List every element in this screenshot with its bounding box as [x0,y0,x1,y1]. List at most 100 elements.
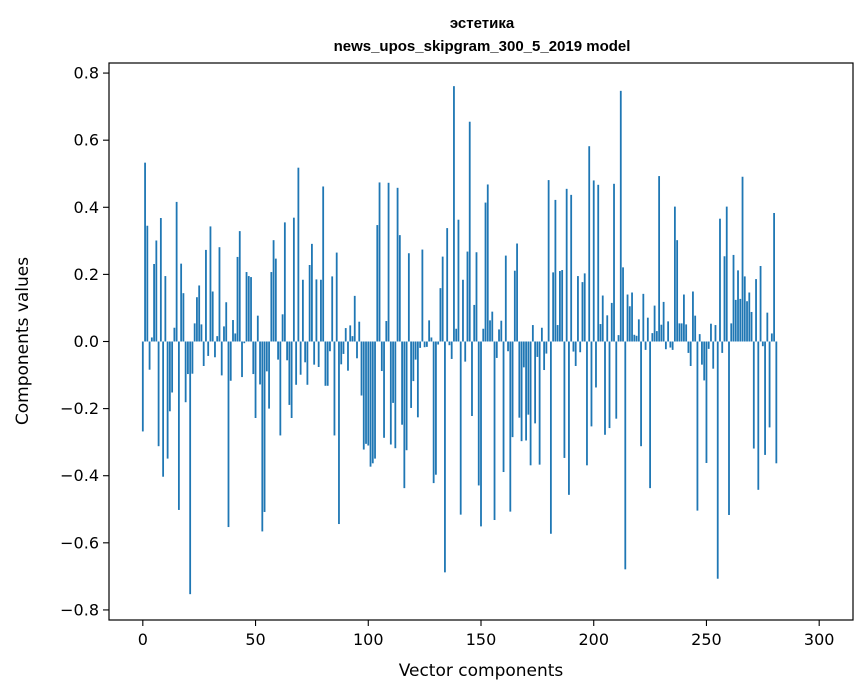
bar [428,320,431,342]
bar [676,240,679,342]
bar [193,323,196,342]
bar [588,146,591,342]
bar [162,341,165,477]
bar [329,341,331,352]
bar [743,276,746,342]
bar [529,341,532,466]
bar [236,256,239,342]
bar [552,272,555,342]
bar [229,341,232,381]
bar [556,325,559,342]
bar [534,341,537,424]
bar [187,341,189,375]
x-tick-label: 0 [138,630,148,649]
bars-group [141,86,778,595]
bar [635,335,638,342]
bar [207,341,210,356]
bar [311,243,313,342]
bar [141,341,144,432]
bar [613,183,615,342]
bar [637,319,640,342]
y-tick-label: −0.8 [60,600,99,619]
bar [218,247,221,342]
bar [211,291,214,342]
chart-title: эстетика [450,15,515,32]
bar [292,217,295,342]
bar [216,336,219,342]
bar [326,341,329,386]
bar [173,327,176,342]
x-axis-label: Vector components [399,661,564,681]
bar [644,341,647,350]
bar [574,341,577,366]
bar [775,341,778,464]
bar [261,341,264,532]
bar [455,328,458,342]
bar [446,228,449,342]
bar [358,321,361,342]
bar [601,295,604,342]
chart-subtitle: news_upos_skipgram_300_5_2019 model [334,38,631,55]
bar [416,341,419,418]
bar [214,341,216,358]
bar [502,341,505,473]
bar [540,327,543,342]
bar [437,341,440,345]
bar [761,341,764,347]
bar [615,341,618,419]
bar [579,341,582,353]
bar [628,306,631,342]
bar [369,341,372,467]
bar [301,279,304,342]
bar [450,341,453,359]
bar [232,320,234,342]
bar [489,320,491,342]
bar [493,341,496,521]
bar [750,311,753,342]
bar [549,341,552,534]
bar [198,285,201,342]
bar [180,263,183,342]
bar [313,341,316,365]
bar [698,334,701,342]
bar [263,341,266,512]
bar [374,341,376,459]
bar [243,341,246,344]
bar [189,341,192,595]
bar [531,325,534,342]
bar [473,304,476,342]
bar [317,341,320,367]
bar [360,341,363,396]
bar [583,273,586,342]
bar [610,302,613,342]
bar [624,341,627,570]
bar [536,341,539,357]
bar [394,341,397,449]
bar [651,333,654,342]
x-tick-label: 200 [578,630,609,649]
y-tick-label: −0.6 [60,533,99,552]
bar [288,341,291,405]
bar [335,252,338,342]
bar [689,341,692,366]
bar [202,341,205,366]
bar [559,271,561,342]
bar [171,341,174,393]
bar [649,341,651,489]
bar [274,258,277,342]
bar [527,341,530,415]
bar [734,299,737,342]
bar [626,294,629,342]
bar [714,325,717,342]
bar [340,341,343,365]
bar [223,326,225,342]
bar [710,323,712,342]
bar [680,323,683,342]
bar [148,341,151,370]
bar [667,321,670,342]
bar [421,249,424,342]
bar [315,279,318,342]
bar [737,270,739,342]
bar [254,341,257,418]
bar [308,265,311,342]
